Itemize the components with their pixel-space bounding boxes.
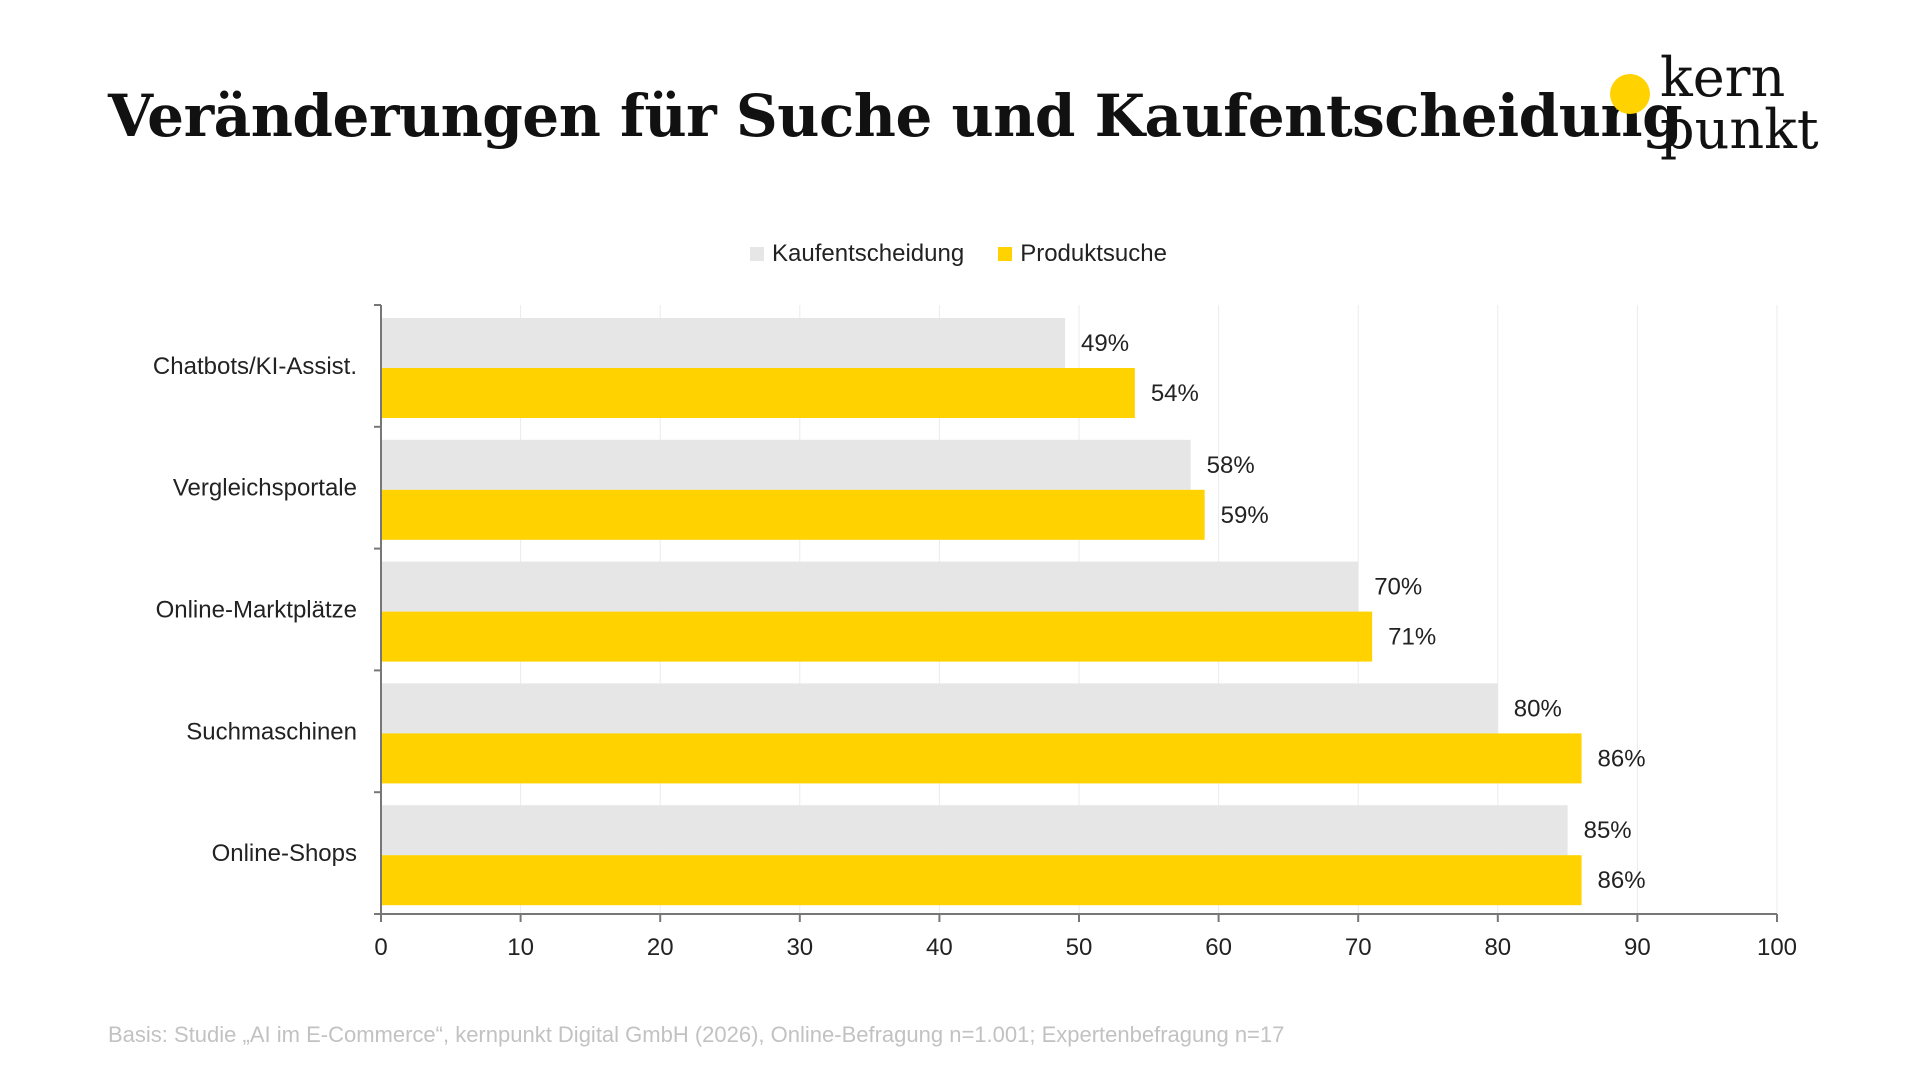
- category-label: Suchmaschinen: [186, 718, 357, 745]
- data-label-kaufentscheidung: 80%: [1514, 695, 1562, 722]
- bar-produktsuche: [381, 368, 1135, 418]
- legend-label-kaufentscheidung: Kaufentscheidung: [772, 240, 965, 267]
- bar-produktsuche: [381, 489, 1205, 540]
- bar-kaufentscheidung: [381, 561, 1359, 612]
- logo-line-2: punkt: [1660, 98, 1819, 161]
- bar-kaufentscheidung: [381, 318, 1066, 368]
- x-tick-label: 50: [1066, 934, 1093, 961]
- x-tick-label: 70: [1345, 934, 1372, 961]
- legend-label-produktsuche: Produktsuche: [1020, 240, 1167, 267]
- legend-item-kaufentscheidung: Kaufentscheidung: [750, 240, 964, 268]
- data-label-produktsuche: 54%: [1151, 380, 1199, 407]
- data-label-kaufentscheidung: 70%: [1374, 574, 1422, 601]
- legend-item-produktsuche: Produktsuche: [998, 240, 1167, 268]
- category-label: Chatbots/KI-Assist.: [153, 353, 357, 380]
- x-tick-label: 60: [1205, 934, 1232, 961]
- kernpunkt-logo: kern punkt: [1610, 51, 1840, 178]
- data-label-kaufentscheidung: 58%: [1207, 452, 1255, 479]
- x-tick-label: 10: [507, 934, 534, 961]
- data-label-produktsuche: 86%: [1598, 745, 1646, 772]
- x-tick-label: 30: [786, 934, 813, 961]
- logo-dot-icon: [1610, 74, 1650, 114]
- x-tick-label: 0: [374, 934, 387, 961]
- data-label-kaufentscheidung: 49%: [1081, 330, 1129, 357]
- data-label-produktsuche: 71%: [1388, 624, 1436, 651]
- data-label-produktsuche: 86%: [1598, 867, 1646, 894]
- chart-title: Veränderungen für Suche und Kaufentschei…: [108, 82, 1683, 150]
- x-tick-label: 80: [1484, 934, 1511, 961]
- x-tick-label: 40: [926, 934, 953, 961]
- bar-produktsuche: [381, 611, 1373, 662]
- bar-produktsuche: [381, 855, 1582, 906]
- category-label: Online-Shops: [212, 840, 357, 867]
- x-tick-label: 100: [1757, 934, 1797, 961]
- bar-produktsuche: [381, 733, 1582, 784]
- logo-line-1: kern: [1660, 46, 1786, 109]
- data-label-produktsuche: 59%: [1221, 502, 1269, 529]
- chart-legend: Kaufentscheidung Produktsuche: [0, 240, 1917, 268]
- category-label: Vergleichsportale: [173, 475, 357, 502]
- bar-kaufentscheidung: [381, 683, 1498, 734]
- x-tick-label: 20: [647, 934, 674, 961]
- legend-swatch-kaufentscheidung: [750, 247, 765, 261]
- source-footnote: Basis: Studie „AI im E-Commerce“, kernpu…: [108, 1022, 1285, 1047]
- bar-kaufentscheidung: [381, 805, 1568, 856]
- x-tick-label: 90: [1624, 934, 1651, 961]
- legend-swatch-produktsuche: [998, 247, 1013, 261]
- logo-wordmark: kern punkt: [1660, 46, 1819, 161]
- category-label: Online-Marktplätze: [156, 597, 357, 624]
- data-label-kaufentscheidung: 85%: [1584, 817, 1632, 844]
- bar-kaufentscheidung: [381, 439, 1191, 490]
